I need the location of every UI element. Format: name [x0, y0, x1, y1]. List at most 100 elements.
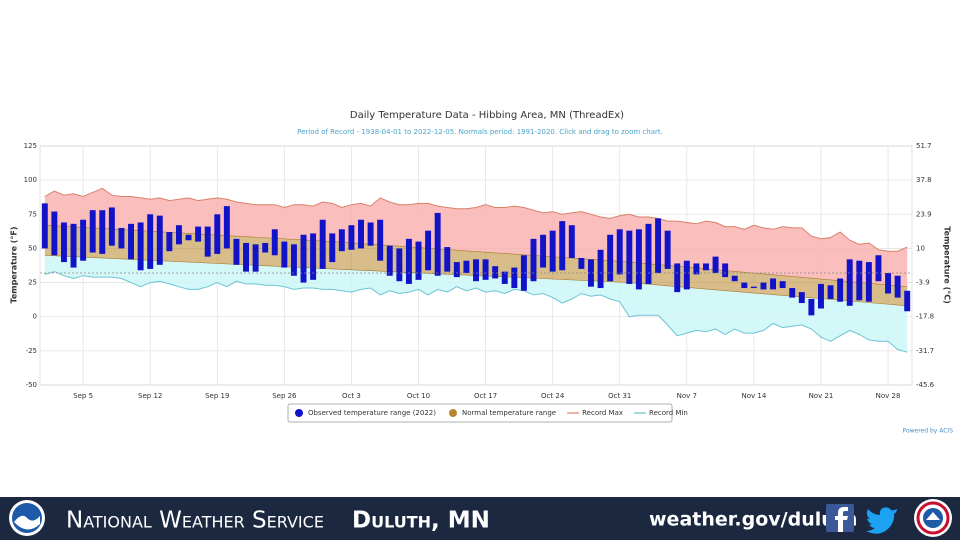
observed-bar	[607, 234, 614, 282]
legend-label: Record Max	[582, 409, 623, 417]
record-min-area	[44, 255, 908, 353]
observed-bar	[703, 263, 709, 271]
y-tick-label: -50	[26, 381, 37, 389]
observed-bar	[789, 288, 796, 298]
observed-bar	[837, 278, 844, 302]
observed-bar	[223, 206, 230, 249]
observed-bar	[779, 281, 786, 289]
observed-bar	[41, 203, 48, 249]
observed-bar	[214, 214, 221, 254]
observed-bar	[386, 245, 393, 276]
observed-bar	[252, 244, 259, 272]
footer-url: weather.gov/duluth	[649, 509, 857, 531]
observed-bar	[626, 230, 633, 284]
observed-bar	[540, 234, 547, 268]
observed-bar	[434, 212, 441, 276]
observed-bar	[520, 255, 527, 291]
observed-bar	[511, 267, 518, 289]
normal-high-edge	[44, 224, 908, 287]
observed-bar	[760, 282, 767, 290]
x-tick-label: Oct 3	[342, 392, 361, 400]
y2-tick-label: -3.9	[916, 279, 930, 287]
y2-tick-label: 23.9	[916, 210, 932, 218]
y2-tick-label: -45.6	[916, 381, 935, 389]
y-tick-label: 50	[28, 244, 37, 252]
record-min-line	[44, 271, 908, 353]
legend-label: Record Min	[649, 409, 688, 417]
observed-bar	[722, 263, 729, 278]
footer-agency: National Weather Service	[66, 508, 324, 534]
observed-bar	[204, 226, 211, 257]
observed-bar	[559, 221, 566, 271]
observed-bar	[108, 207, 115, 246]
x-tick-label: Oct 10	[407, 392, 430, 400]
observed-bar	[683, 260, 690, 290]
observed-bar	[329, 233, 336, 263]
y-tick-label: 25	[28, 279, 37, 287]
observed-bar	[367, 222, 374, 246]
x-tick-label: Nov 7	[677, 392, 697, 400]
twitter-icon[interactable]	[866, 507, 897, 534]
nws-logo	[914, 499, 952, 537]
observed-bar	[425, 230, 432, 271]
y2-tick-label: 51.7	[916, 142, 932, 150]
observed-bar	[894, 275, 901, 298]
observed-bar	[664, 230, 671, 269]
noaa-logo	[9, 500, 45, 536]
observed-bar	[693, 263, 700, 275]
observed-bar	[262, 242, 269, 253]
observed-bar	[338, 229, 345, 252]
y2-tick-label: 37.8	[916, 176, 932, 184]
observed-bar	[885, 273, 892, 294]
observed-bar	[147, 214, 154, 269]
chart-subtitle: Period of Record - 1938-04-01 to 2022-12…	[297, 128, 663, 136]
legend-box	[287, 403, 673, 423]
y-tick-label: 100	[24, 176, 37, 184]
observed-bar	[156, 215, 163, 265]
facebook-icon[interactable]	[826, 504, 854, 532]
observed-bar	[808, 298, 815, 316]
observed-bar	[243, 242, 249, 272]
y-tick-label: -25	[26, 347, 37, 355]
observed-bar	[310, 233, 317, 280]
observed-bar	[645, 223, 652, 284]
facebook-f[interactable]	[835, 507, 848, 532]
x-tick-label: Oct 17	[474, 392, 497, 400]
observed-bar	[549, 230, 556, 272]
observed-bar	[80, 219, 87, 261]
nws-logo-mark	[926, 512, 940, 520]
observed-bar	[904, 290, 911, 312]
plot-border	[39, 145, 913, 386]
observed-bar	[290, 244, 297, 276]
observed-bar	[396, 248, 403, 282]
normal-low-edge	[44, 255, 908, 307]
observed-bar	[271, 229, 278, 256]
observed-bar	[530, 238, 537, 282]
x-tick-label: Sep 19	[205, 392, 229, 400]
noaa-logo-bird	[14, 515, 40, 530]
observed-bar	[616, 229, 623, 275]
x-tick-label: Nov 28	[876, 392, 901, 400]
observed-bar	[588, 259, 594, 287]
y-tick-label: 75	[28, 210, 37, 218]
observed-bar	[60, 222, 67, 263]
legend-label: Observed temperature range (2022)	[308, 409, 436, 417]
credits: Powered by ACIS	[903, 428, 954, 435]
observed-bar	[405, 238, 412, 284]
y2-tick-label: -31.7	[916, 347, 934, 355]
observed-bar	[99, 210, 106, 254]
legend-dot	[448, 409, 457, 417]
legend-dot	[295, 409, 303, 417]
observed-bar	[875, 255, 882, 282]
observed-bar	[865, 262, 872, 302]
x-tick-label: Oct 31	[608, 392, 631, 400]
observed-bar	[798, 292, 805, 304]
x-tick-label: Sep 5	[73, 392, 93, 400]
x-tick-label: Sep 12	[138, 392, 162, 400]
record-max-line	[44, 187, 908, 252]
record-max-area	[44, 188, 908, 287]
observed-bar	[492, 266, 499, 279]
y-tick-label: 0	[33, 313, 37, 321]
observed-bar	[453, 262, 460, 278]
legend-label: Normal temperature range	[462, 409, 556, 417]
